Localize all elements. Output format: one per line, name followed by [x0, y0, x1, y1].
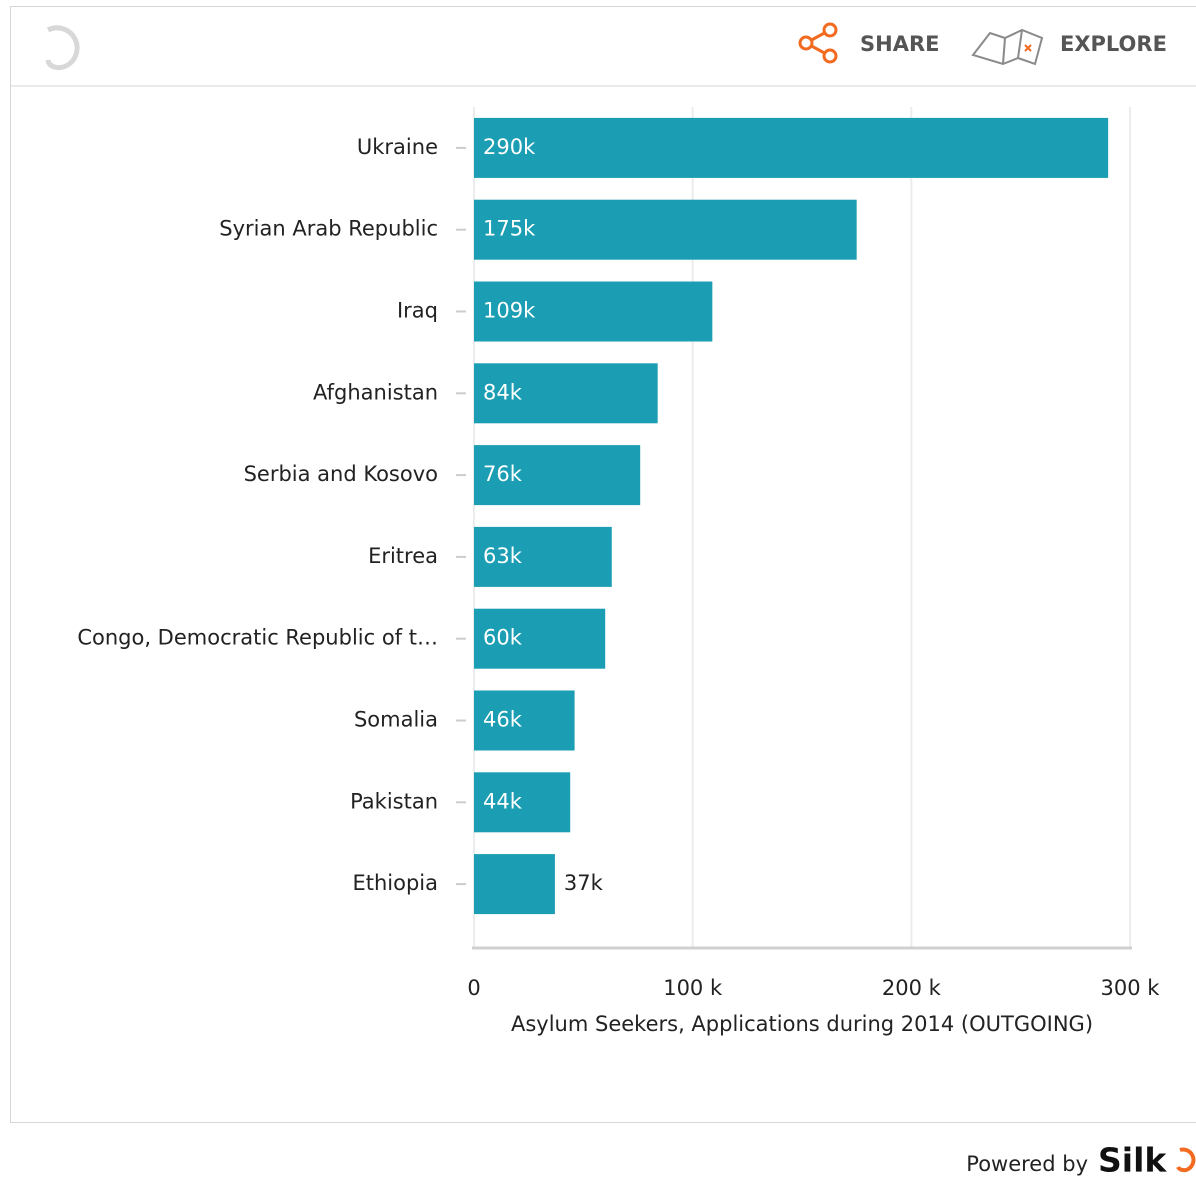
- y-tick-label: Congo, Democratic Republic of t…: [77, 626, 438, 650]
- y-tick-label: Ethiopia: [352, 871, 438, 895]
- brand-logo: [1176, 1147, 1196, 1173]
- explore-button[interactable]: EXPLORE: [971, 28, 1167, 66]
- bar: [474, 854, 555, 915]
- bar: [474, 117, 1109, 178]
- bar: [474, 199, 857, 260]
- data-label: 76k: [483, 462, 523, 486]
- logo: [45, 25, 80, 71]
- explore-label[interactable]: EXPLORE: [1060, 32, 1167, 56]
- share-button[interactable]: SHARE: [798, 22, 939, 64]
- y-tick-label: Pakistan: [350, 789, 438, 813]
- y-tick-label: Iraq: [397, 299, 438, 323]
- x-tick-label: 0: [467, 976, 480, 1000]
- data-label: 109k: [483, 299, 536, 323]
- powered-by: Powered by: [966, 1152, 1088, 1176]
- y-tick-label: Ukraine: [357, 135, 438, 159]
- data-label: 60k: [483, 626, 523, 650]
- data-label: 290k: [483, 135, 536, 159]
- y-tick-label: Afghanistan: [313, 380, 438, 404]
- bar: [474, 526, 612, 587]
- brand: Silk: [1098, 1141, 1167, 1180]
- y-tick-label: Somalia: [354, 708, 438, 732]
- data-label: 37k: [564, 871, 604, 895]
- x-tick-label: 100 k: [663, 976, 723, 1000]
- bar: [474, 281, 713, 342]
- bar: [474, 772, 571, 833]
- y-tick-label: Eritrea: [368, 544, 438, 568]
- bar: [474, 608, 606, 669]
- x-tick-label: 200 k: [882, 976, 942, 1000]
- bar: [474, 445, 641, 506]
- data-label: 44k: [483, 789, 523, 813]
- data-label: 46k: [483, 708, 523, 732]
- data-label: 175k: [483, 217, 536, 241]
- share-label[interactable]: SHARE: [860, 32, 939, 56]
- bar: [474, 363, 658, 424]
- x-tick-label: 300 k: [1101, 976, 1161, 1000]
- data-label: 84k: [483, 380, 523, 404]
- bar: [474, 690, 575, 751]
- y-tick-label: Serbia and Kosovo: [244, 462, 438, 486]
- x-axis-title: Asylum Seekers, Applications during 2014…: [511, 1012, 1093, 1036]
- y-tick-label: Syrian Arab Republic: [219, 217, 438, 241]
- plot: 0 100 k 200 k 300 k Ukraine 290k Syrian Arab R…: [77, 107, 1160, 1000]
- data-label: 63k: [483, 544, 523, 568]
